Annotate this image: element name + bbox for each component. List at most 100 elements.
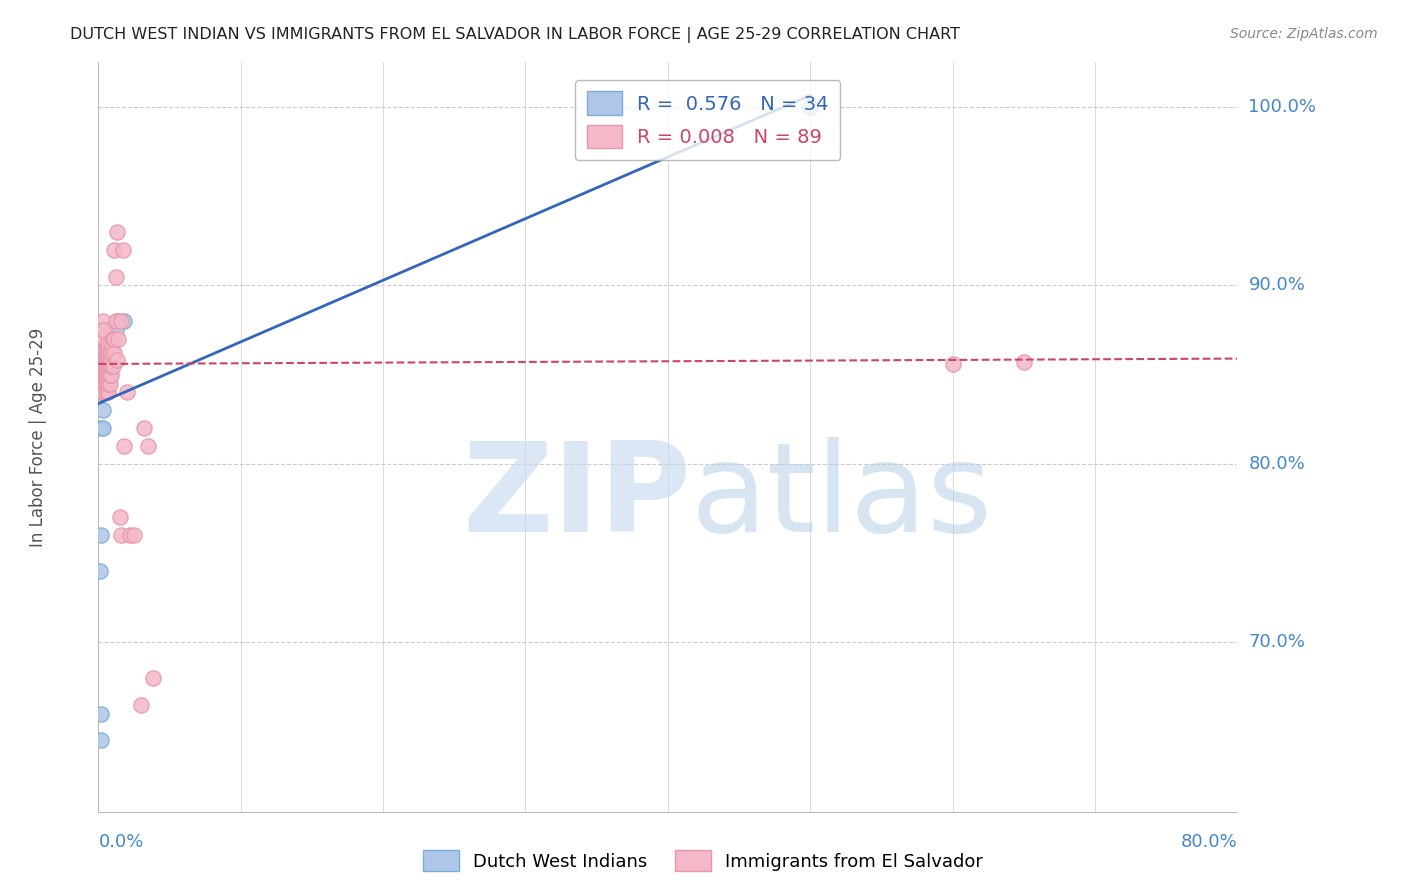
Point: [91, 376, 114, 391]
Point: [91, 403, 114, 417]
Point: [98, 368, 121, 382]
Point: [101, 332, 124, 346]
Text: 70.0%: 70.0%: [1249, 633, 1305, 651]
Point: [90, 385, 112, 400]
Point: [93, 376, 115, 391]
Point: [96, 359, 118, 373]
Point: [93, 359, 115, 373]
Point: [97, 350, 120, 364]
Point: [110, 528, 132, 542]
Point: [96, 385, 118, 400]
Point: [91, 421, 114, 435]
Point: [91, 332, 114, 346]
Point: [89, 350, 111, 364]
Text: DUTCH WEST INDIAN VS IMMIGRANTS FROM EL SALVADOR IN LABOR FORCE | AGE 25-29 CORR: DUTCH WEST INDIAN VS IMMIGRANTS FROM EL …: [70, 27, 960, 43]
Point: [104, 323, 127, 337]
Point: [136, 439, 159, 453]
Point: [103, 332, 125, 346]
Point: [103, 243, 125, 257]
Point: [108, 510, 131, 524]
Point: [91, 350, 114, 364]
Point: [94, 359, 117, 373]
Point: [98, 376, 121, 391]
Point: [104, 269, 127, 284]
Point: [97, 341, 120, 355]
Point: [97, 350, 120, 364]
Point: [96, 353, 118, 368]
Point: [89, 368, 111, 382]
Point: [90, 376, 112, 391]
Point: [105, 353, 128, 368]
Point: [94, 371, 117, 385]
Point: [90, 706, 112, 721]
Point: [94, 364, 117, 378]
Text: ZIP: ZIP: [463, 436, 690, 558]
Text: In Labor Force | Age 25-29: In Labor Force | Age 25-29: [30, 327, 48, 547]
Point: [93, 368, 115, 382]
Point: [89, 359, 111, 373]
Point: [96, 371, 118, 385]
Point: [799, 100, 821, 114]
Point: [96, 376, 118, 391]
Point: [93, 332, 115, 346]
Legend: R =  0.576   N = 34, R = 0.008   N = 89: R = 0.576 N = 34, R = 0.008 N = 89: [575, 79, 841, 161]
Point: [110, 314, 132, 328]
Point: [98, 332, 121, 346]
Point: [112, 439, 135, 453]
Point: [91, 359, 114, 373]
Point: [94, 376, 117, 391]
Point: [94, 368, 117, 382]
Point: [91, 350, 114, 364]
Point: [90, 359, 112, 373]
Point: [93, 385, 115, 400]
Text: 80.0%: 80.0%: [1249, 455, 1305, 473]
Point: [91, 368, 114, 382]
Point: [97, 376, 120, 391]
Point: [112, 314, 135, 328]
Point: [101, 332, 124, 346]
Point: [89, 564, 111, 578]
Point: [115, 385, 138, 400]
Point: [91, 323, 114, 337]
Point: [96, 364, 118, 378]
Point: [100, 346, 122, 360]
Text: 0.0%: 0.0%: [98, 833, 143, 851]
Point: [111, 243, 134, 257]
Text: 100.0%: 100.0%: [1249, 98, 1316, 116]
Point: [90, 368, 112, 382]
Point: [91, 385, 114, 400]
Point: [96, 350, 118, 364]
Point: [132, 421, 155, 435]
Point: [104, 314, 127, 328]
Point: [97, 385, 120, 400]
Point: [118, 528, 141, 542]
Point: [91, 376, 114, 391]
Point: [97, 359, 120, 373]
Point: [94, 350, 117, 364]
Point: [94, 359, 117, 373]
Point: [107, 332, 129, 346]
Text: 90.0%: 90.0%: [1249, 277, 1305, 294]
Point: [94, 341, 117, 355]
Point: [100, 341, 122, 355]
Point: [94, 353, 117, 368]
Point: [96, 359, 118, 373]
Point: [122, 528, 145, 542]
Point: [89, 385, 111, 400]
Point: [96, 368, 118, 382]
Point: [90, 368, 112, 382]
Point: [97, 335, 120, 350]
Point: [94, 350, 117, 364]
Point: [93, 350, 115, 364]
Point: [93, 368, 115, 382]
Text: 80.0%: 80.0%: [1181, 833, 1237, 851]
Point: [100, 359, 122, 373]
Point: [91, 359, 114, 373]
Legend: Dutch West Indians, Immigrants from El Salvador: Dutch West Indians, Immigrants from El S…: [416, 843, 990, 879]
Point: [93, 385, 115, 400]
Point: [141, 671, 163, 685]
Point: [90, 733, 112, 747]
Point: [93, 350, 115, 364]
Point: [90, 528, 112, 542]
Point: [100, 335, 122, 350]
